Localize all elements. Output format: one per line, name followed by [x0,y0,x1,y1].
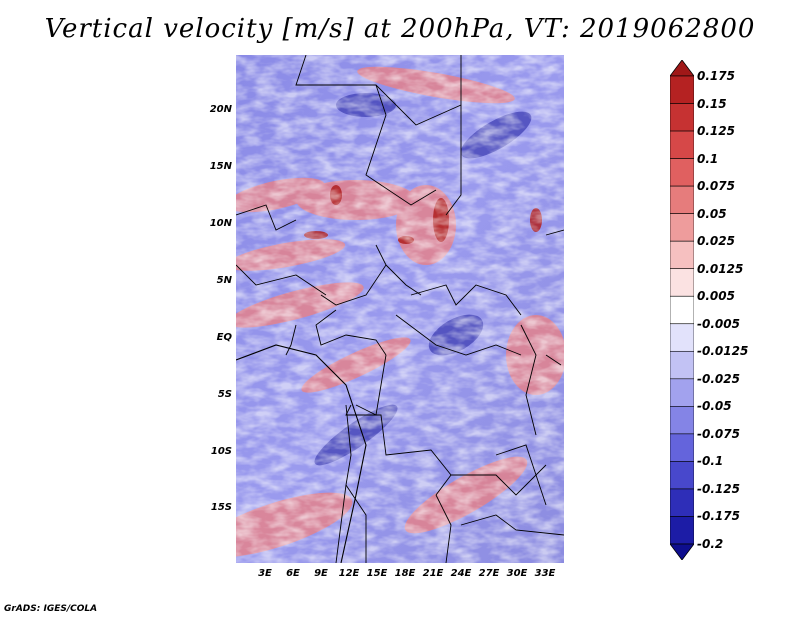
colorbar-label: -0.2 [697,537,724,551]
colorbar-segment [670,130,694,159]
colorbar-label: 0.1 [697,151,719,166]
colorbar-segment [670,268,694,297]
lon-tick-12e: 12E [338,568,360,579]
colorbar-label: 0.175 [697,69,735,83]
colorbar-segment [670,488,694,517]
colorbar-segment [670,213,694,242]
colorbar-label: 0.0125 [697,261,744,276]
colorbar-label: -0.0125 [697,344,749,359]
colorbar-label: -0.125 [697,481,740,496]
colorbar-top-arrow [670,60,694,77]
lon-tick-3e: 3E [258,568,272,579]
lon-tick-30e: 30E [506,568,528,579]
colorbar-segment [670,323,694,352]
colorbar-label: 0.15 [697,96,727,111]
colorbar-segment [670,103,694,132]
colorbar-segment [670,75,694,104]
colorbar [670,60,694,560]
colorbar-label: -0.005 [697,316,740,331]
colorbar-segment [670,240,694,270]
colorbar-label: 0.005 [697,289,735,304]
colorbar-bottom-arrow [670,543,694,560]
lon-tick-24e: 24E [450,568,472,579]
colorbar-label: -0.05 [697,399,732,414]
lon-tick-27e: 27E [478,568,500,579]
lat-tick-10s: 10S [210,446,232,457]
colorbar-label: -0.175 [697,509,740,524]
lat-tick-5s: 5S [217,389,232,400]
lat-tick-10n: 10N [209,218,232,229]
colorbar-segment [670,516,694,545]
colorbar-segment [670,461,694,490]
colorbar-label: 0.125 [697,124,735,139]
colorbar-segment [670,350,694,380]
lat-tick-eq: EQ [216,332,232,343]
lon-tick-6e: 6E [286,568,300,579]
lon-tick-21e: 21E [422,568,444,579]
lat-tick-5n: 5N [216,275,232,286]
colorbar-segment [670,433,694,462]
grads-credit: GrADS: IGES/COLA [4,604,98,614]
colorbar-label: -0.025 [697,371,740,386]
colorbar-label: 0.05 [697,206,727,221]
colorbar-segment [670,406,694,435]
colorbar-segment [670,378,694,407]
lon-tick-15e: 15E [366,568,388,579]
map-title: Vertical velocity [m/s] at 200hPa, VT: 2… [44,14,756,44]
colorbar-segment [670,158,694,187]
lat-tick-20n: 20N [209,104,232,115]
colorbar-label: 0.075 [697,179,735,194]
velocity-map [236,55,564,563]
lat-tick-15s: 15S [210,502,232,513]
colorbar-segment [670,185,694,214]
lon-tick-9e: 9E [314,568,328,579]
lat-tick-15n: 15N [209,161,232,172]
colorbar-label: 0.025 [697,234,735,249]
lon-tick-18e: 18E [394,568,416,579]
colorbar-label: -0.1 [697,454,724,469]
colorbar-label: -0.075 [697,426,740,441]
colorbar-segment [670,295,694,325]
lon-tick-33e: 33E [534,568,556,579]
